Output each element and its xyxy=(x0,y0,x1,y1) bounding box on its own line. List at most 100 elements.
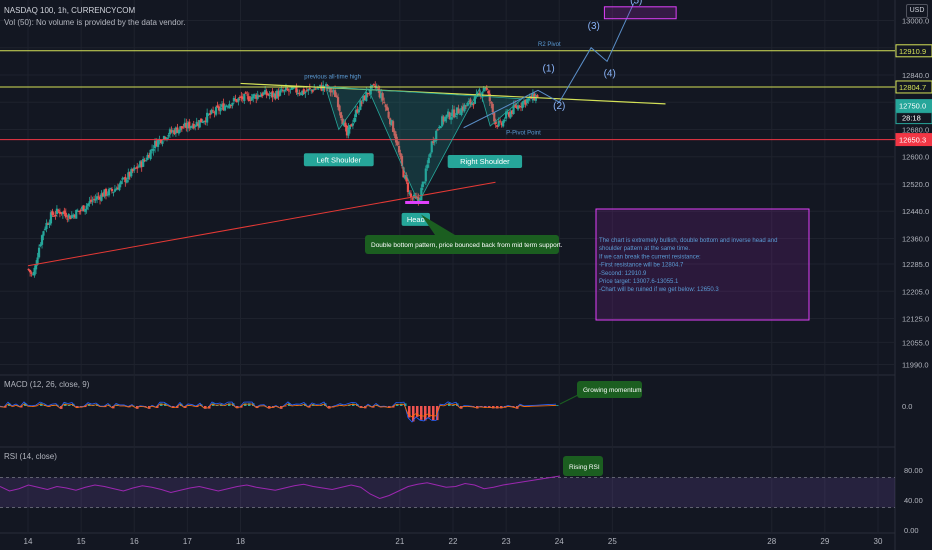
candle-body xyxy=(67,214,70,218)
support-trendline xyxy=(27,181,496,267)
candle-body xyxy=(194,125,197,127)
candle-body xyxy=(127,172,130,180)
candle-body xyxy=(243,93,246,102)
candle-body xyxy=(247,96,250,102)
candle-body xyxy=(137,166,140,168)
candle-body xyxy=(296,92,299,95)
candle-body xyxy=(91,200,94,202)
candle-body xyxy=(191,125,194,128)
candle-body xyxy=(101,193,105,197)
time-tick-label: 17 xyxy=(183,537,192,546)
candle-body xyxy=(112,191,115,193)
currency-button[interactable]: USD xyxy=(906,4,928,18)
candle-body xyxy=(249,99,252,101)
macd-bar xyxy=(244,403,247,406)
candle-body xyxy=(37,247,41,258)
left-shoulder-label: Left Shoulder xyxy=(316,155,361,164)
macd-annotation-box xyxy=(577,381,642,398)
pattern-shade xyxy=(324,86,524,204)
candle-body xyxy=(509,111,512,118)
candle-body xyxy=(451,109,454,117)
candle-body xyxy=(211,110,215,112)
candle-body xyxy=(217,106,221,111)
candle-body xyxy=(307,88,310,91)
candle-body xyxy=(429,153,432,158)
candle-body xyxy=(406,182,410,193)
candle-body xyxy=(329,88,332,93)
candle-body xyxy=(298,92,301,94)
candle-body xyxy=(186,122,189,129)
candle-body xyxy=(485,88,488,90)
price-tick-label: 12520.0 xyxy=(902,180,929,189)
candle-body xyxy=(69,215,72,220)
candle-body xyxy=(213,112,216,114)
candle-body xyxy=(508,112,511,117)
candle-body xyxy=(503,120,506,122)
elliott-projection xyxy=(463,3,635,129)
candle-body xyxy=(200,118,203,123)
macd-bar xyxy=(556,405,559,406)
candle-body xyxy=(98,197,102,200)
candle-body xyxy=(286,88,289,91)
candle-body xyxy=(383,101,386,103)
candle-body xyxy=(325,84,328,87)
candle-body xyxy=(256,94,259,99)
candle-body xyxy=(151,149,154,151)
macd-bar xyxy=(68,404,71,406)
macd-bar xyxy=(156,406,159,408)
candle-body xyxy=(232,97,236,102)
candle-body xyxy=(201,122,204,124)
wave-label: (5) xyxy=(630,0,642,6)
candle-body xyxy=(454,116,457,118)
candle-body xyxy=(356,109,359,113)
candle-body xyxy=(43,228,47,230)
candle-body xyxy=(134,167,137,169)
candle-body xyxy=(78,210,81,212)
candle-body xyxy=(458,113,462,115)
macd-bar xyxy=(228,403,231,406)
candle-body xyxy=(265,91,268,96)
rsi-tick-label: 0.00 xyxy=(904,526,919,535)
candle-body xyxy=(531,93,534,101)
candle-body xyxy=(228,103,231,108)
candle-body xyxy=(427,157,430,164)
time-tick-label: 24 xyxy=(555,537,564,546)
candle-body xyxy=(244,92,247,94)
candle-body xyxy=(371,84,374,87)
wave-label: (2) xyxy=(553,101,565,112)
candle-body xyxy=(64,212,67,218)
candle-body xyxy=(516,105,520,110)
candle-body xyxy=(461,106,465,111)
candle-body xyxy=(366,92,369,95)
candle-body xyxy=(107,189,111,196)
time-tick-label: 29 xyxy=(820,537,829,546)
r2-pivot-label: R2 Pivot xyxy=(538,42,561,48)
macd-bar xyxy=(324,403,327,406)
candle-body xyxy=(61,211,64,215)
candle-body xyxy=(33,267,36,276)
analysis-line: The chart is extremely bullish, double b… xyxy=(599,238,777,244)
candle-body xyxy=(72,214,75,217)
candle-body xyxy=(167,135,170,137)
candle-body xyxy=(496,125,499,127)
candle-body xyxy=(397,145,401,153)
candle-body xyxy=(345,125,349,136)
candle-body xyxy=(411,198,414,200)
candle-body xyxy=(54,214,57,216)
candle-body xyxy=(463,104,466,112)
time-tick-label: 30 xyxy=(874,537,883,546)
candle-body xyxy=(237,98,240,102)
candle-body xyxy=(521,101,524,109)
analysis-box xyxy=(595,208,810,321)
callout-box xyxy=(365,235,559,255)
candle-body xyxy=(148,154,151,158)
candle-body xyxy=(354,110,357,118)
macd-bar xyxy=(20,406,23,408)
candle-body xyxy=(409,193,413,198)
candle-body xyxy=(156,139,160,147)
candle-body xyxy=(402,167,405,178)
candle-body xyxy=(84,209,87,212)
candle-body xyxy=(272,93,276,96)
candle-body xyxy=(467,100,471,103)
time-axis: 14 15 16 17 18 21 22 23 24 25 28 29 30 xyxy=(24,537,883,546)
